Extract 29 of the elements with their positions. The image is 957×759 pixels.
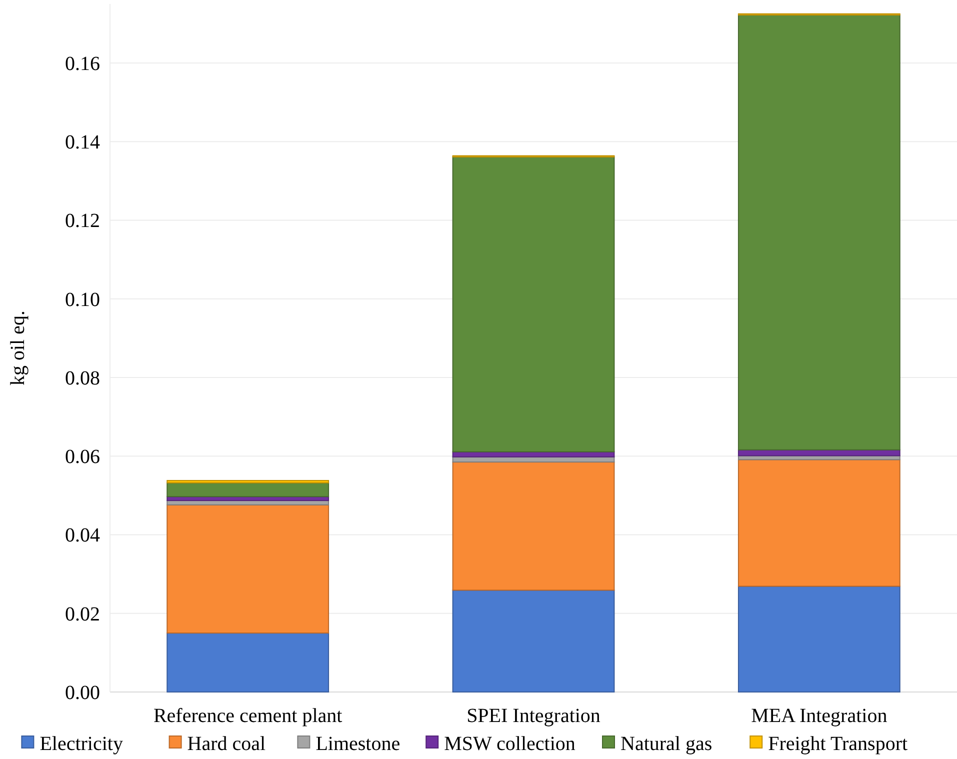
bar <box>738 14 900 450</box>
x-tick-label: Reference cement plant <box>153 705 343 727</box>
legend-label: Natural gas <box>620 733 712 755</box>
y-axis-title: kg oil eq. <box>7 310 29 386</box>
bar <box>166 504 330 634</box>
legend-label: Hard coal <box>187 733 266 755</box>
bar <box>166 632 330 692</box>
legend-label: Freight Transport <box>768 733 908 755</box>
y-tick-label: 0.06 <box>65 446 100 468</box>
bar <box>738 586 900 692</box>
y-tick-label: 0.00 <box>65 682 100 704</box>
x-tick-label: MEA Integration <box>751 705 888 727</box>
y-tick-label: 0.04 <box>65 524 100 547</box>
y-tick-label: 0.14 <box>65 132 100 154</box>
y-tick-label: 0.12 <box>65 210 100 232</box>
bar <box>452 590 615 692</box>
bar <box>738 459 900 587</box>
y-tick-label: 0.16 <box>65 52 100 75</box>
legend-label: Limestone <box>316 733 400 755</box>
bar <box>452 462 615 591</box>
legend-label: Electricity <box>40 733 123 755</box>
x-tick-label: SPEI Integration <box>466 705 600 727</box>
legend-label: MSW collection <box>444 733 576 755</box>
bar <box>166 480 330 484</box>
y-tick-label: 0.10 <box>65 288 100 311</box>
y-tick-label: 0.02 <box>65 603 100 626</box>
bar <box>452 156 615 452</box>
y-tick-label: 0.08 <box>65 367 100 390</box>
bar <box>166 482 330 498</box>
